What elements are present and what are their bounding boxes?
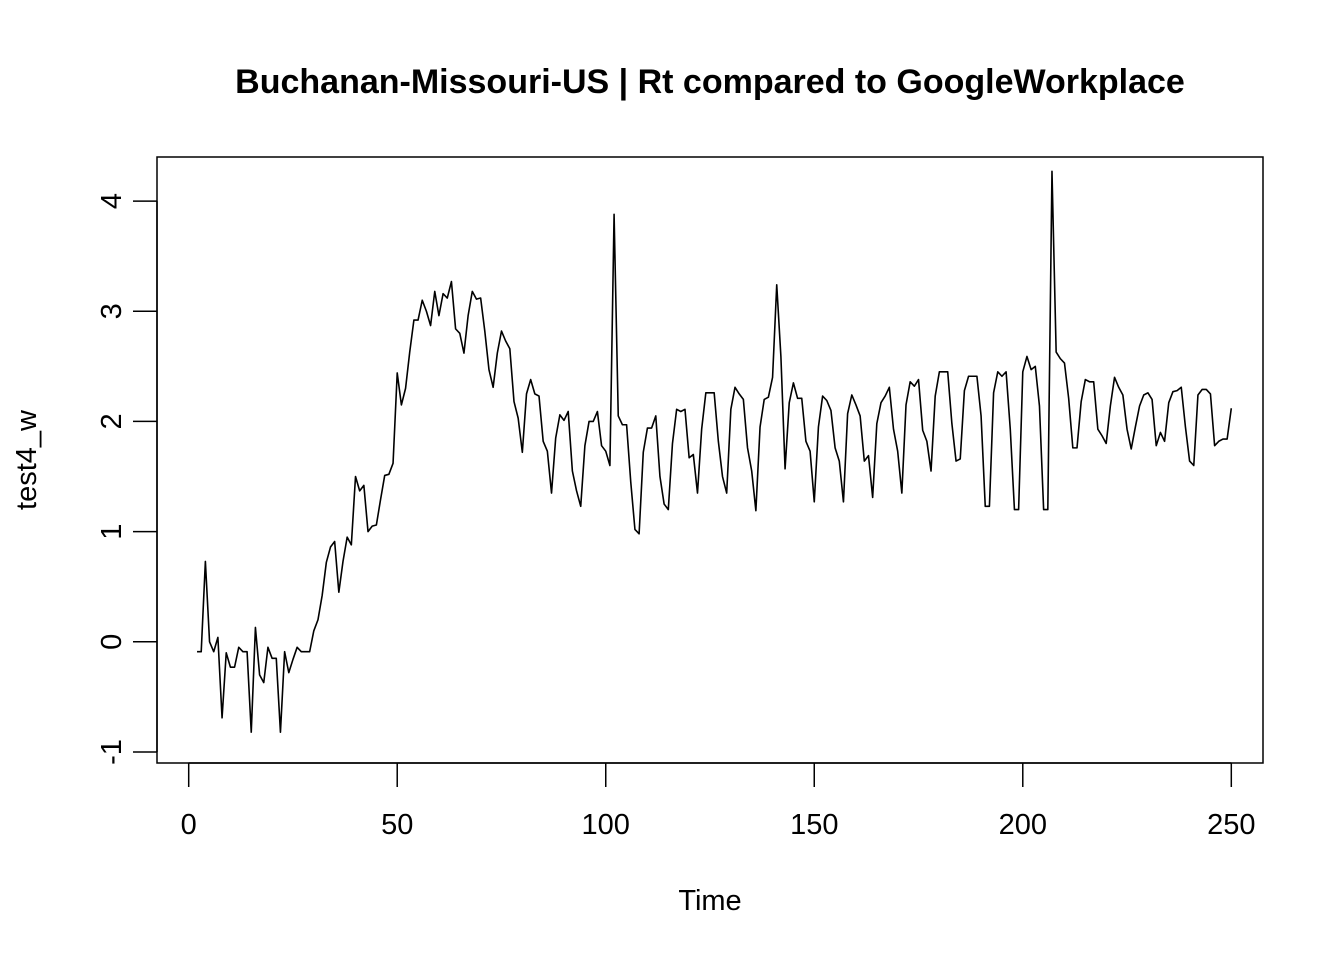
y-tick-label: 2 xyxy=(96,413,128,429)
x-axis: 0 50 100 150 200 250 xyxy=(181,762,1256,841)
series-group xyxy=(197,170,1233,733)
y-tick-label: 0 xyxy=(96,634,128,650)
x-tick-label: 50 xyxy=(381,809,413,841)
x-tick-label: 100 xyxy=(582,809,630,841)
x-tick-label: 200 xyxy=(999,809,1047,841)
x-tick-label: 0 xyxy=(181,809,197,841)
plot-frame xyxy=(156,156,1264,764)
y-tick-label: 3 xyxy=(96,303,128,319)
series-line xyxy=(197,170,1233,733)
x-tick-label: 250 xyxy=(1207,809,1255,841)
chart-title: Buchanan-Missouri-US | Rt compared to Go… xyxy=(235,63,1185,101)
x-tick-label: 150 xyxy=(790,809,838,841)
y-tick-label: -1 xyxy=(96,739,128,765)
x-axis-label: Time xyxy=(678,885,741,917)
y-tick-label: 1 xyxy=(96,524,128,540)
y-axis: -1 0 1 2 3 4 xyxy=(96,193,158,765)
y-tick-label: 4 xyxy=(96,193,128,209)
y-axis-label: test4_w xyxy=(11,409,43,510)
